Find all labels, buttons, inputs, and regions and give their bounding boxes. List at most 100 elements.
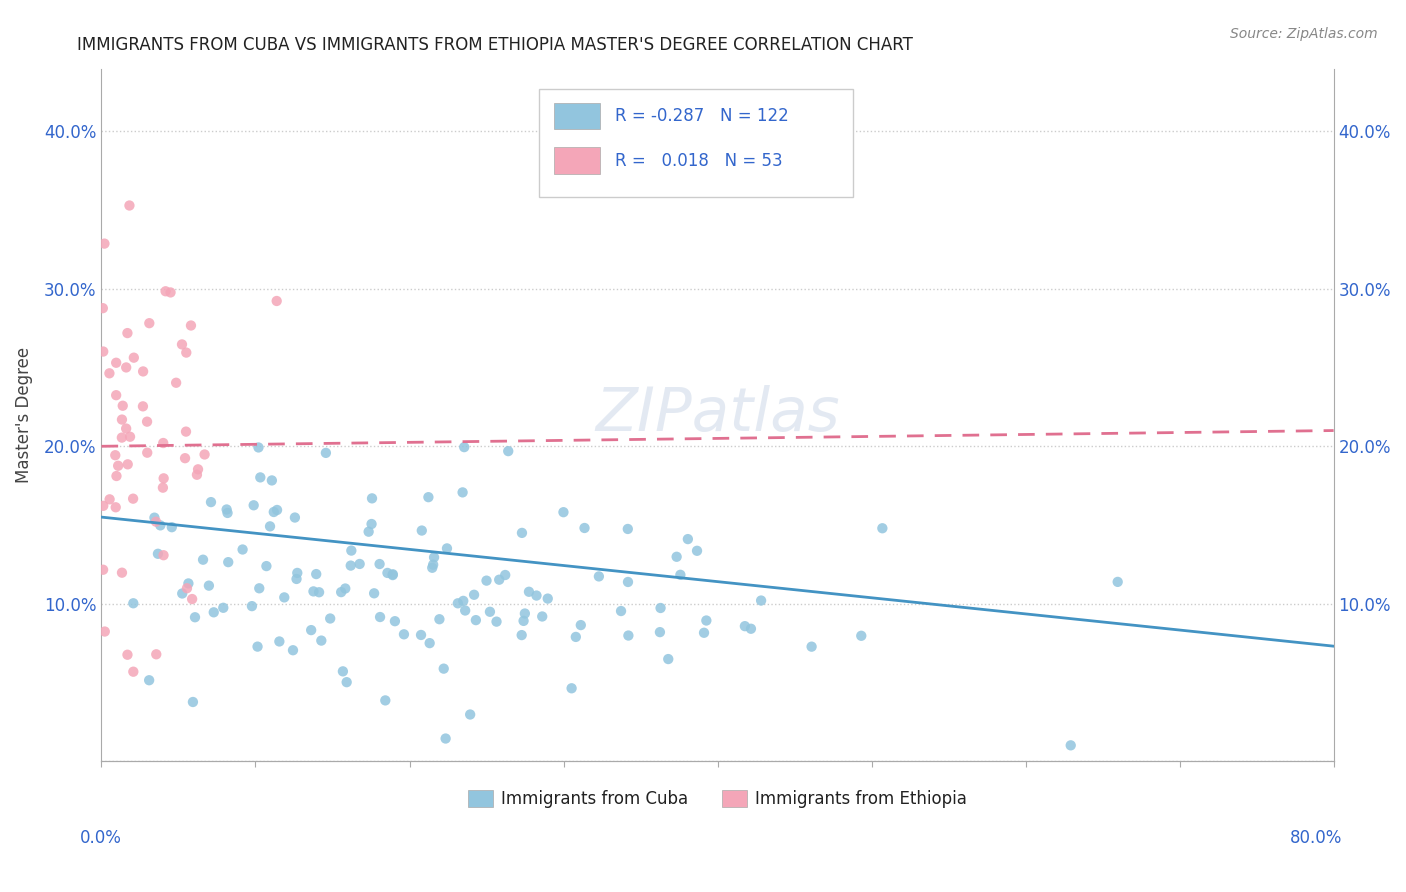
Point (152, 548, 174, 562)
Point (138, 673, 160, 688)
Point (418, 490, 440, 504)
Point (335, 582, 357, 596)
Point (531, 609, 554, 624)
Point (332, 665, 354, 679)
Point (155, 285, 177, 299)
Point (561, 681, 583, 696)
Point (749, 593, 772, 607)
FancyBboxPatch shape (554, 147, 600, 174)
Point (187, 462, 209, 476)
Point (693, 625, 716, 640)
Point (122, 665, 145, 679)
Point (176, 581, 198, 595)
Point (537, 591, 560, 606)
Text: IMMIGRANTS FROM CUBA VS IMMIGRANTS FROM ETHIOPIA MASTER'S DEGREE CORRELATION CHA: IMMIGRANTS FROM CUBA VS IMMIGRANTS FROM … (77, 36, 914, 54)
Point (98, 492, 121, 507)
Point (259, 519, 281, 533)
Point (464, 613, 486, 627)
Point (740, 622, 762, 636)
Point (111, 566, 134, 580)
Point (111, 431, 134, 445)
Point (285, 572, 308, 586)
Point (434, 731, 457, 746)
Text: 80.0%: 80.0% (1291, 829, 1343, 847)
Point (665, 549, 688, 564)
Point (198, 579, 221, 593)
Point (423, 550, 446, 565)
Point (184, 610, 207, 624)
Point (240, 599, 263, 614)
Point (420, 561, 443, 575)
Point (496, 444, 519, 458)
Point (447, 596, 470, 610)
Point (478, 605, 501, 619)
Point (111, 412, 134, 426)
Point (118, 198, 141, 212)
Point (617, 628, 640, 642)
Point (177, 576, 200, 591)
Point (94, 624, 117, 639)
Point (132, 364, 155, 378)
Point (107, 458, 129, 473)
Point (1060, 739, 1083, 753)
Point (105, 469, 128, 483)
Point (145, 515, 167, 529)
Point (269, 634, 291, 648)
Point (315, 446, 337, 460)
Point (669, 567, 692, 582)
Point (657, 652, 679, 666)
Point (451, 594, 474, 608)
Point (553, 505, 575, 519)
Point (381, 568, 404, 582)
Point (368, 610, 391, 624)
Point (319, 611, 342, 625)
Point (650, 601, 672, 615)
Point (368, 557, 391, 571)
Point (565, 630, 588, 644)
Point (510, 525, 533, 540)
Point (159, 285, 181, 300)
Point (136, 446, 159, 460)
Point (260, 474, 283, 488)
Point (409, 628, 432, 642)
FancyBboxPatch shape (538, 89, 853, 196)
Point (180, 318, 202, 333)
Point (105, 356, 128, 370)
Point (463, 588, 485, 602)
Point (181, 592, 204, 607)
Point (117, 326, 139, 340)
Point (246, 640, 269, 654)
Point (339, 558, 361, 573)
Text: 0.0%: 0.0% (80, 829, 122, 847)
Point (517, 584, 540, 599)
Point (734, 619, 756, 633)
Point (311, 633, 333, 648)
Point (336, 675, 359, 690)
Point (174, 451, 197, 466)
Point (146, 547, 169, 561)
Point (433, 662, 456, 676)
Point (686, 543, 709, 558)
Point (384, 614, 406, 628)
Point (152, 436, 174, 450)
Point (392, 627, 415, 641)
Point (308, 585, 330, 599)
Point (494, 568, 516, 582)
Text: R =   0.018   N = 53: R = 0.018 N = 53 (616, 152, 783, 169)
Point (136, 415, 159, 429)
Point (695, 614, 717, 628)
Point (91, 301, 114, 315)
Text: ZIPatlas: ZIPatlas (595, 385, 839, 444)
Point (617, 574, 640, 589)
Point (851, 629, 873, 643)
Point (165, 376, 187, 390)
Point (149, 518, 172, 533)
Point (242, 498, 264, 512)
Y-axis label: Master's Degree: Master's Degree (15, 347, 32, 483)
Point (191, 552, 214, 566)
Point (145, 648, 167, 662)
Point (588, 569, 610, 583)
Point (330, 585, 353, 599)
Point (872, 521, 894, 535)
Point (512, 614, 534, 628)
